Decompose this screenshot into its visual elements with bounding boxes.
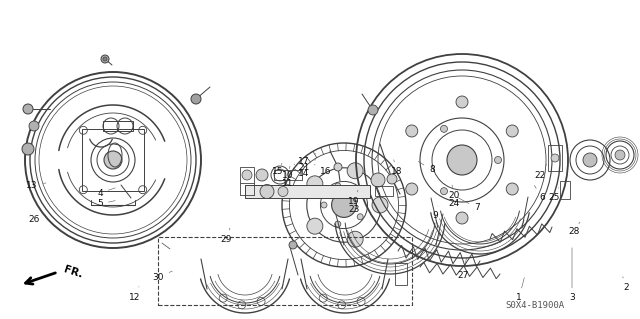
Text: 19: 19 bbox=[348, 190, 360, 206]
Text: 27: 27 bbox=[458, 258, 468, 280]
Circle shape bbox=[242, 170, 252, 180]
Text: 3: 3 bbox=[569, 248, 575, 302]
Text: 22: 22 bbox=[534, 164, 547, 180]
Bar bbox=[375, 186, 393, 196]
Bar bbox=[548, 145, 562, 171]
Text: 11: 11 bbox=[282, 176, 294, 189]
Circle shape bbox=[103, 57, 107, 61]
Bar bbox=[274, 170, 302, 180]
Circle shape bbox=[347, 163, 363, 179]
Text: 8: 8 bbox=[419, 161, 435, 174]
Bar bbox=[395, 263, 407, 285]
Circle shape bbox=[334, 163, 342, 171]
Circle shape bbox=[260, 184, 274, 198]
Circle shape bbox=[551, 154, 559, 162]
Text: 29: 29 bbox=[220, 228, 232, 244]
Circle shape bbox=[440, 188, 447, 195]
Circle shape bbox=[372, 197, 388, 213]
Circle shape bbox=[387, 174, 397, 184]
Text: 14: 14 bbox=[294, 164, 310, 179]
Text: 12: 12 bbox=[129, 286, 141, 301]
Text: 24: 24 bbox=[449, 192, 460, 207]
Text: S0X4-B1900A: S0X4-B1900A bbox=[506, 300, 564, 309]
Text: 23: 23 bbox=[348, 200, 360, 214]
Text: 6: 6 bbox=[534, 185, 545, 203]
Text: 25: 25 bbox=[548, 188, 560, 203]
Bar bbox=[103, 121, 133, 131]
Text: 4: 4 bbox=[97, 188, 115, 197]
Text: 20: 20 bbox=[448, 185, 460, 199]
Bar bbox=[245, 185, 370, 198]
Circle shape bbox=[191, 94, 201, 104]
Text: FR.: FR. bbox=[62, 264, 83, 280]
Text: 18: 18 bbox=[391, 160, 403, 176]
Bar bbox=[240, 167, 254, 183]
Circle shape bbox=[447, 145, 477, 175]
Text: 17: 17 bbox=[298, 154, 316, 167]
Circle shape bbox=[104, 151, 122, 169]
Circle shape bbox=[278, 187, 288, 197]
Text: 15: 15 bbox=[272, 163, 284, 176]
Circle shape bbox=[347, 231, 363, 247]
Circle shape bbox=[22, 143, 34, 155]
Circle shape bbox=[368, 105, 378, 115]
Text: 16: 16 bbox=[314, 165, 332, 176]
Circle shape bbox=[29, 121, 39, 131]
Text: 5: 5 bbox=[97, 199, 115, 209]
Circle shape bbox=[440, 125, 447, 132]
Circle shape bbox=[101, 55, 109, 63]
Circle shape bbox=[357, 214, 363, 220]
Circle shape bbox=[506, 125, 518, 137]
Text: 7: 7 bbox=[458, 197, 480, 212]
Bar bbox=[560, 181, 570, 199]
Text: 13: 13 bbox=[26, 181, 46, 189]
Circle shape bbox=[307, 218, 323, 234]
Text: 1: 1 bbox=[516, 278, 524, 302]
Circle shape bbox=[335, 183, 341, 189]
Text: 9: 9 bbox=[432, 206, 438, 220]
Circle shape bbox=[371, 173, 385, 187]
Circle shape bbox=[321, 202, 327, 208]
Circle shape bbox=[615, 150, 625, 160]
Circle shape bbox=[583, 153, 597, 167]
Bar bbox=[82, 129, 144, 191]
Text: 28: 28 bbox=[568, 222, 580, 235]
Circle shape bbox=[357, 190, 363, 196]
Circle shape bbox=[406, 125, 418, 137]
Circle shape bbox=[495, 157, 502, 164]
Circle shape bbox=[23, 104, 33, 114]
Text: 10: 10 bbox=[282, 166, 294, 181]
Circle shape bbox=[332, 193, 356, 218]
Text: 21: 21 bbox=[298, 160, 316, 173]
Text: 26: 26 bbox=[28, 211, 42, 224]
Circle shape bbox=[335, 221, 341, 227]
Text: 2: 2 bbox=[623, 277, 629, 293]
Circle shape bbox=[456, 96, 468, 108]
Bar bbox=[158, 237, 412, 305]
Circle shape bbox=[289, 241, 297, 249]
Text: 30: 30 bbox=[152, 271, 172, 281]
Circle shape bbox=[506, 183, 518, 195]
Circle shape bbox=[406, 183, 418, 195]
Circle shape bbox=[456, 212, 468, 224]
Circle shape bbox=[307, 176, 323, 192]
Circle shape bbox=[256, 169, 268, 181]
